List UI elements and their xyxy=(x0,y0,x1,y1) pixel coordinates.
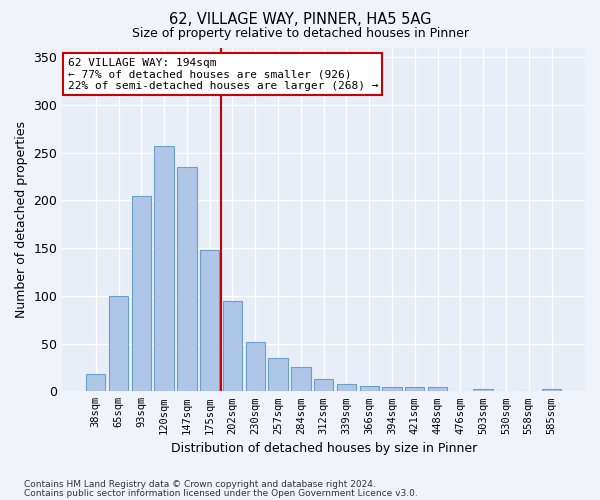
Bar xyxy=(131,196,151,392)
Text: Contains public sector information licensed under the Open Government Licence v3: Contains public sector information licen… xyxy=(24,489,418,498)
Y-axis label: Number of detached properties: Number of detached properties xyxy=(15,121,28,318)
Text: 62 VILLAGE WAY: 194sqm
← 77% of detached houses are smaller (926)
22% of semi-de: 62 VILLAGE WAY: 194sqm ← 77% of detached… xyxy=(68,58,378,91)
Bar xyxy=(405,386,424,392)
Bar xyxy=(473,390,493,392)
Bar xyxy=(428,386,447,392)
Bar xyxy=(314,379,334,392)
Bar xyxy=(337,384,356,392)
Bar xyxy=(109,296,128,392)
Bar xyxy=(291,368,311,392)
Bar xyxy=(382,388,402,392)
Bar xyxy=(359,386,379,392)
Bar xyxy=(177,167,197,392)
Bar xyxy=(86,374,106,392)
Bar xyxy=(200,250,220,392)
Bar xyxy=(154,146,174,392)
Bar xyxy=(245,342,265,392)
Bar xyxy=(223,300,242,392)
Text: 62, VILLAGE WAY, PINNER, HA5 5AG: 62, VILLAGE WAY, PINNER, HA5 5AG xyxy=(169,12,431,28)
Bar xyxy=(542,390,561,392)
Bar xyxy=(268,358,288,392)
X-axis label: Distribution of detached houses by size in Pinner: Distribution of detached houses by size … xyxy=(170,442,477,455)
Text: Size of property relative to detached houses in Pinner: Size of property relative to detached ho… xyxy=(131,28,469,40)
Text: Contains HM Land Registry data © Crown copyright and database right 2024.: Contains HM Land Registry data © Crown c… xyxy=(24,480,376,489)
